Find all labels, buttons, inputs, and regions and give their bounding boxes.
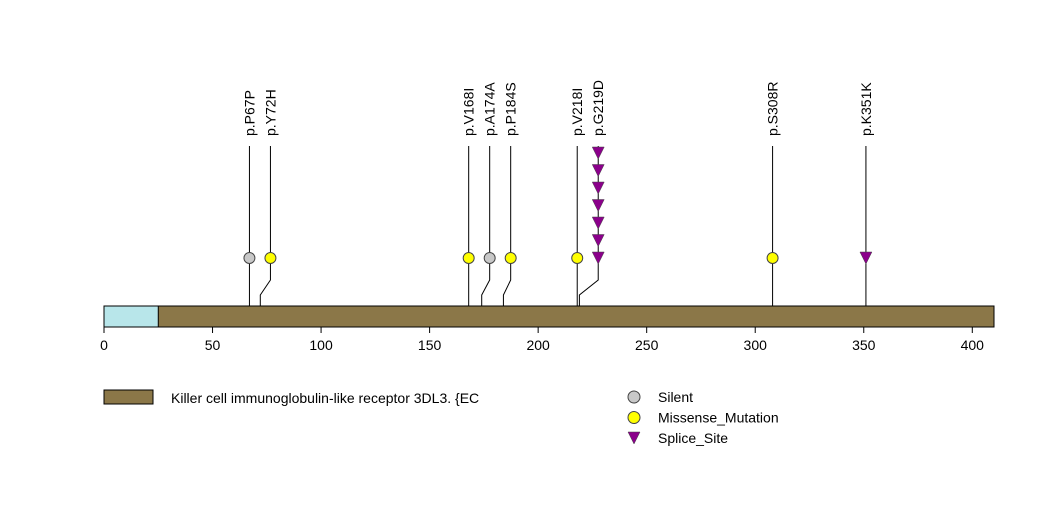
mutation-p-G219D: p.G219D	[578, 80, 606, 327]
mutation-p-Y72H: p.Y72H	[259, 89, 278, 327]
mutation-label: p.K351K	[858, 82, 874, 136]
protein-legend: Killer cell immunoglobulin-like receptor…	[103, 389, 479, 406]
protein-bar	[103, 305, 995, 328]
mutation-p-V168I: p.V168I	[461, 88, 477, 327]
mutation-p-K351K: p.K351K	[858, 82, 874, 327]
x-tick-label-400: 400	[961, 337, 985, 353]
mutation-marker	[591, 146, 605, 160]
protein-region-0	[103, 305, 159, 328]
mutation-marker	[859, 251, 873, 265]
mutation-p-V218I: p.V218I	[569, 88, 585, 327]
mutation-p-A174A: p.A174A	[481, 82, 498, 327]
mutation-marker	[591, 164, 605, 178]
mutation-marker	[264, 252, 277, 264]
mutation-label: p.G219D	[590, 80, 606, 136]
x-tick-label-250: 250	[635, 337, 659, 353]
legend-label: Missense_Mutation	[658, 410, 779, 426]
mutation-marker	[591, 216, 605, 230]
x-tick-label-0: 0	[100, 337, 108, 353]
mutation-p-P67P: p.P67P	[241, 90, 257, 327]
x-tick-label-50: 50	[205, 337, 221, 353]
mutation-marker	[591, 251, 605, 265]
mutation-marker	[591, 199, 605, 213]
mutation-label: p.A174A	[482, 82, 498, 136]
x-tick-label-150: 150	[418, 337, 442, 353]
mutation-label: p.P67P	[241, 90, 257, 136]
mutation-type-legend: Silent Missense_Mutation Splice_Site	[627, 389, 779, 446]
mutation-label: p.Y72H	[262, 89, 278, 136]
x-tick-label-350: 350	[852, 337, 876, 353]
mutation-marker	[571, 252, 584, 264]
protein-track	[103, 305, 995, 328]
legend-marker	[627, 431, 641, 445]
mutation-marker	[504, 252, 517, 264]
mutation-label: p.V168I	[461, 88, 477, 136]
mutation-p-P184S: p.P184S	[503, 82, 519, 327]
x-tick-label-100: 100	[309, 337, 333, 353]
mutation-marker	[243, 252, 256, 264]
legend-label: Splice_Site	[658, 430, 728, 446]
mutation-p-S308R: p.S308R	[765, 82, 781, 327]
x-axis: 0 50 100 150 200 250 300 350 400	[100, 326, 985, 353]
x-tick-label-200: 200	[526, 337, 550, 353]
legend-label: Silent	[658, 389, 693, 405]
mutation-lollipops: p.P67P p.Y72H p.V168I p.A174A p.P184S p.V218I…	[241, 80, 874, 327]
legend-item-silent: Silent	[627, 389, 693, 405]
legend-marker	[627, 411, 641, 424]
protein-legend-label: Killer cell immunoglobulin-like receptor…	[171, 390, 479, 406]
mutation-marker	[483, 252, 496, 264]
mutation-marker	[462, 252, 475, 264]
mutation-label: p.V218I	[569, 88, 585, 136]
legend-item-splice-site: Splice_Site	[627, 430, 728, 446]
mutation-label: p.S308R	[765, 82, 781, 136]
mutation-marker	[591, 181, 605, 195]
legend-marker	[627, 390, 641, 404]
mutation-marker	[591, 234, 605, 248]
protein-legend-swatch	[103, 389, 154, 405]
mutation-marker	[766, 252, 779, 264]
legend-item-missense-mutation: Missense_Mutation	[627, 410, 779, 426]
mutation-label: p.P184S	[503, 82, 519, 136]
x-tick-label-300: 300	[744, 337, 768, 353]
